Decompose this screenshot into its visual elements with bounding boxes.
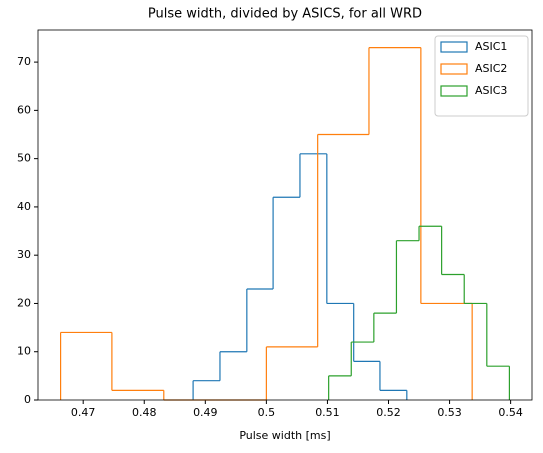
y-tick-label: 40	[17, 200, 31, 213]
legend-swatch	[440, 63, 468, 75]
plot-frame	[37, 29, 533, 401]
x-tick-label: 0.54	[498, 406, 523, 419]
x-tick-label: 0.52	[376, 406, 401, 419]
x-tick-label: 0.48	[132, 406, 157, 419]
legend-swatch	[440, 85, 468, 97]
y-tick-label: 20	[17, 296, 31, 309]
y-tick-label: 10	[17, 345, 31, 358]
y-tick-label: 70	[17, 55, 31, 68]
y-tick-label: 0	[24, 393, 31, 406]
x-axis-label: Pulse width [ms]	[239, 429, 330, 442]
legend-label: ASIC1	[475, 40, 507, 53]
x-tick-label: 0.49	[193, 406, 218, 419]
chart-title: Pulse width, divided by ASICS, for all W…	[148, 7, 422, 22]
legend-label: ASIC2	[475, 62, 507, 75]
x-tick-label: 0.5	[258, 406, 276, 419]
x-tick-label: 0.53	[437, 406, 462, 419]
y-tick-label: 60	[17, 103, 31, 116]
legend-label: ASIC3	[475, 84, 507, 97]
x-tick-label: 0.47	[71, 406, 96, 419]
y-tick-label: 50	[17, 152, 31, 165]
x-tick-label: 0.51	[315, 406, 340, 419]
legend-swatch	[440, 41, 468, 53]
y-tick-label: 30	[17, 248, 31, 261]
